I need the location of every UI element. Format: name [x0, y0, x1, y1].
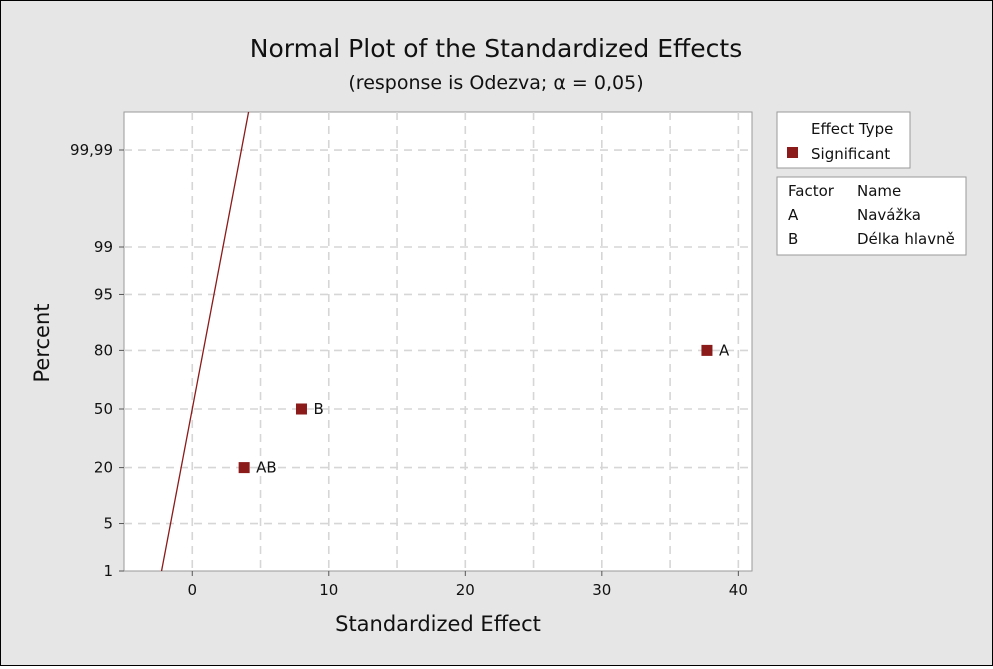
y-tick-label: 1: [103, 562, 113, 580]
x-axis-ticks: 0 10 20 30 40: [187, 571, 748, 599]
factor-b-name: Délka hlavně: [857, 230, 955, 248]
factor-table: Factor Name A Navážka B Délka hlavně: [776, 176, 967, 256]
y-axis-label: Percent: [30, 303, 54, 382]
point-label-ab: AB: [256, 459, 277, 477]
y-axis-ticks: 1 5 20 50 80 95 99 99,99: [70, 141, 124, 580]
legend-entry-significant: Significant: [811, 145, 890, 163]
point-label-a: A: [719, 341, 730, 359]
x-axis-label: Standardized Effect: [335, 612, 541, 636]
reference-line: [160, 111, 250, 572]
x-tick-label: 0: [187, 581, 197, 599]
y-tick-label: 5: [103, 515, 113, 533]
grid-lines: [124, 112, 752, 571]
x-tick-label: 40: [729, 581, 748, 599]
factor-header: Factor: [788, 182, 835, 200]
y-tick-label: 50: [94, 400, 113, 418]
legend-box: Effect Type Significant: [776, 111, 911, 169]
legend-title: Effect Type: [811, 120, 893, 138]
y-tick-label: 20: [94, 459, 113, 477]
chart-subtitle: (response is Odezva; α = 0,05): [348, 72, 643, 94]
x-tick-label: 20: [456, 581, 475, 599]
name-header: Name: [857, 182, 901, 200]
point-b: [295, 403, 307, 415]
y-tick-label: 95: [94, 285, 113, 303]
point-a: [701, 344, 713, 356]
factor-b-code: B: [788, 230, 798, 248]
chart-title: Normal Plot of the Standardized Effects: [250, 34, 742, 63]
point-ab: [238, 462, 250, 474]
y-tick-label: 99,99: [70, 141, 113, 159]
plot-area: [123, 111, 753, 572]
point-label-b: B: [313, 400, 323, 418]
reference-line-group: [160, 111, 250, 572]
factor-a-name: Navážka: [857, 206, 921, 224]
y-tick-label: 99: [94, 238, 113, 256]
y-tick-label: 80: [94, 341, 113, 359]
factor-a-code: A: [788, 206, 799, 224]
x-tick-label: 10: [319, 581, 338, 599]
x-tick-label: 30: [592, 581, 611, 599]
legend-marker: [787, 147, 798, 158]
